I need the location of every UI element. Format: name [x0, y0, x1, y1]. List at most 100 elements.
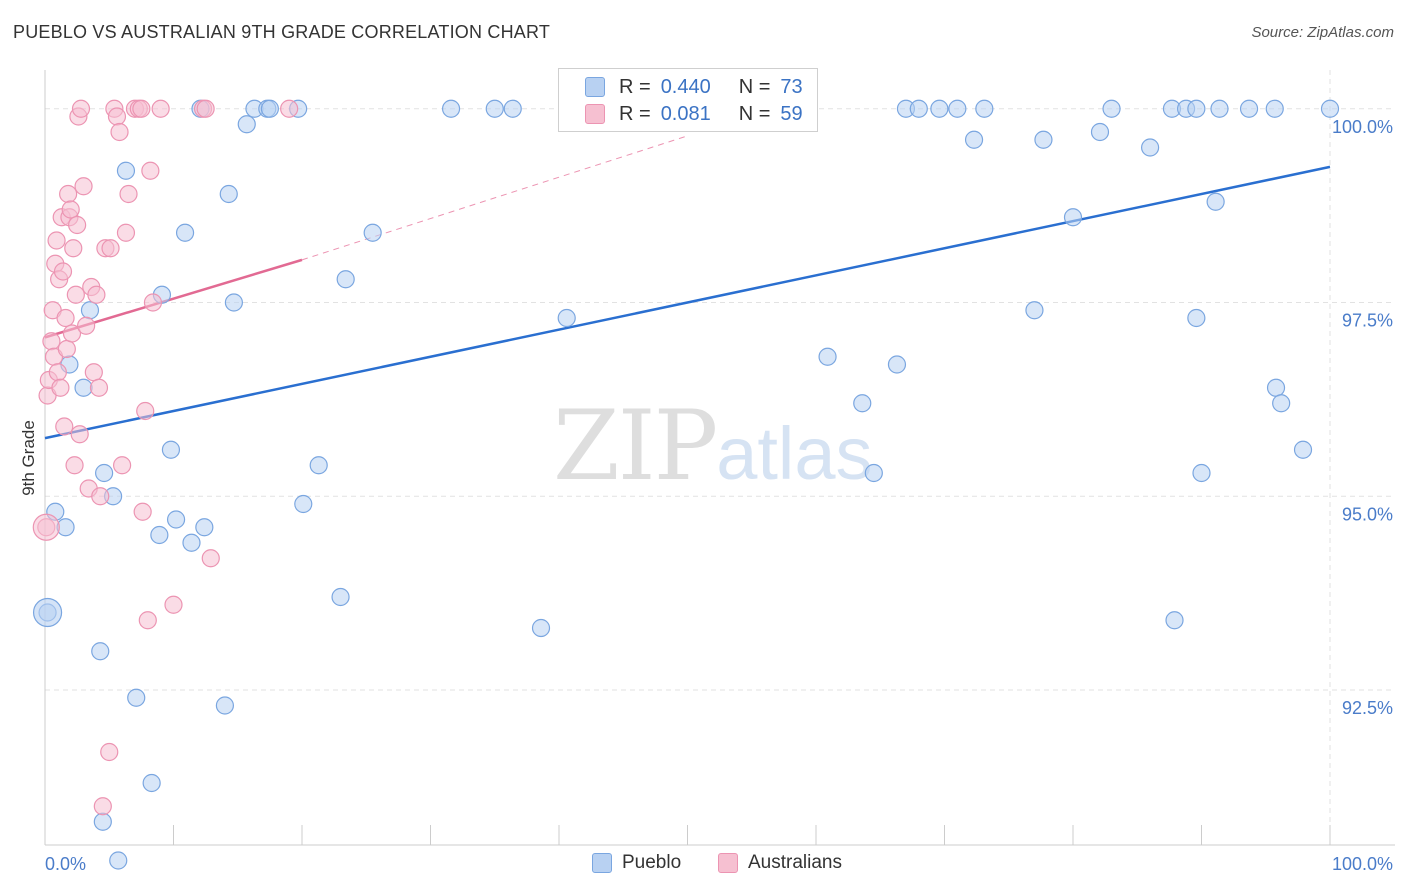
australians-point — [93, 797, 112, 816]
australians-point — [74, 177, 93, 196]
australians-n-value: 59 — [780, 102, 803, 125]
watermark: ZIPatlas — [553, 398, 873, 495]
pueblo-point — [237, 115, 256, 134]
chart-title: PUEBLO VS AUSTRALIAN 9TH GRADE CORRELATI… — [13, 22, 551, 42]
australians-point — [112, 456, 132, 475]
pueblo-point — [818, 347, 837, 366]
tick-label-layer: 100.0% 97.5% 95.0% 92.5% 0.0% 100.0% 9th Grade — [19, 117, 1393, 874]
pueblo-point — [294, 494, 313, 514]
pueblo-point — [948, 99, 967, 118]
pueblo-point — [887, 355, 907, 374]
pueblo-legend-swatch — [592, 853, 612, 873]
y-axis-title: 9th Grade — [19, 420, 38, 496]
australians-point — [119, 184, 138, 204]
pueblo-point — [224, 293, 243, 312]
pueblo-point — [1239, 99, 1259, 118]
pueblo-point — [1266, 378, 1286, 397]
australians-point — [53, 262, 73, 281]
x-tick-label-min: 0.0% — [45, 854, 86, 874]
pueblo-point — [1320, 99, 1340, 118]
pueblo-point — [363, 223, 382, 242]
y-tick-label: 100.0% — [1332, 117, 1393, 137]
pueblo-point — [909, 99, 928, 118]
pueblo-point — [161, 440, 181, 459]
australians-point — [100, 742, 119, 762]
watermark-atlas: atlas — [716, 412, 873, 495]
pueblo-point — [116, 161, 136, 180]
pueblo-point — [91, 642, 110, 661]
point-layer — [32, 99, 1340, 870]
pueblo-point — [975, 99, 994, 118]
y-tick-label: 97.5% — [1342, 311, 1393, 331]
pueblo-point — [503, 99, 522, 118]
pueblo-point — [853, 394, 872, 413]
pueblo-legend-label: Pueblo — [622, 852, 682, 873]
australians-point — [68, 215, 87, 235]
australians-swatch — [585, 104, 605, 124]
australians-point — [57, 339, 76, 359]
axis-layer — [44, 70, 1395, 846]
r-label: R = — [619, 102, 651, 125]
source-label: Source: ZipAtlas.com — [1251, 24, 1394, 41]
pueblo-point — [1272, 394, 1291, 413]
australians-point — [110, 122, 129, 142]
trend-layer — [44, 135, 1331, 440]
australians-legend-swatch — [718, 853, 738, 873]
pueblo-point — [1165, 611, 1184, 630]
australians-point — [55, 417, 74, 436]
y-tick-label: 95.0% — [1342, 504, 1393, 524]
australians-point — [107, 107, 127, 126]
legend-row-australians: R = 0.081 N = 59 — [585, 101, 803, 127]
australians-point — [42, 332, 61, 351]
grid-layer — [45, 70, 1395, 845]
pueblo-point — [1187, 308, 1206, 328]
australians-point — [132, 99, 151, 118]
australians-point — [116, 223, 136, 242]
australians-point — [164, 595, 183, 614]
australians-point — [77, 316, 96, 335]
bottom-legend-pueblo: Pueblo — [592, 852, 681, 874]
n-label: N = — [738, 75, 771, 98]
australians-point — [151, 99, 170, 118]
pueblo-point — [182, 533, 201, 552]
legend-row-pueblo: R = 0.440 N = 73 — [585, 74, 803, 100]
australians-point — [89, 378, 109, 397]
australians-point — [71, 99, 91, 118]
pueblo-point — [127, 688, 146, 707]
pueblo-point — [109, 851, 128, 870]
australians-legend-label: Australians — [748, 852, 842, 873]
australians-point — [65, 456, 84, 475]
pueblo-point — [74, 378, 93, 397]
australians-point — [64, 239, 83, 258]
r-label: R = — [619, 75, 651, 98]
australians-point — [143, 293, 163, 312]
australians-point — [201, 549, 220, 568]
pueblo-point — [80, 301, 100, 320]
pueblo-swatch — [585, 77, 605, 97]
pueblo-point — [557, 308, 576, 328]
pueblo-point — [336, 270, 355, 289]
pueblo-point — [485, 99, 504, 118]
pueblo-point — [1206, 192, 1225, 211]
pueblo-point — [1210, 99, 1229, 118]
australians-point — [280, 99, 299, 118]
australians-point — [61, 200, 80, 219]
pueblo-point — [142, 773, 161, 793]
australians-point — [47, 231, 66, 250]
pueblo-point — [1063, 208, 1083, 227]
australians-point — [133, 502, 152, 521]
bottom-legend-australians: Australians — [718, 852, 842, 874]
pueblo-point — [441, 99, 461, 118]
pueblo-point — [93, 812, 112, 831]
australians-point — [138, 611, 157, 630]
pueblo-point-large — [32, 597, 63, 628]
pueblo-point — [260, 99, 279, 118]
australians-point — [66, 285, 85, 304]
australians-point — [141, 161, 160, 180]
watermark-zip: ZIP — [553, 390, 718, 502]
pueblo-point — [1034, 130, 1053, 149]
australians-point — [91, 487, 110, 506]
pueblo-point — [95, 463, 114, 483]
australians-point — [196, 99, 215, 118]
pueblo-r-value: 0.440 — [660, 75, 711, 98]
